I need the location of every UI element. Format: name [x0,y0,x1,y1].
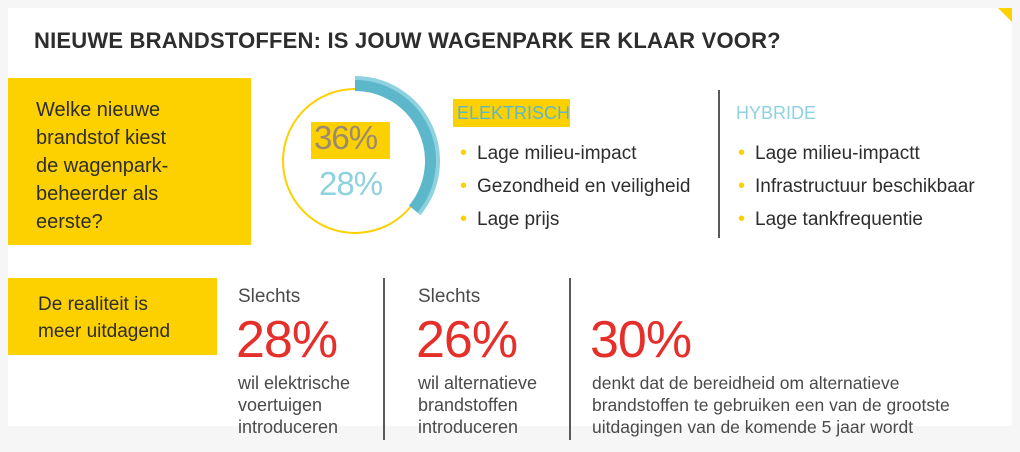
stat-prefix: Slechts [418,286,481,307]
stat-divider [569,278,571,440]
electric-heading-highlight [453,99,570,127]
stat-value: 28% [236,311,338,369]
question-line: eerste? [36,211,103,233]
stat-line: denkt dat de bereidheid om alternatieve [592,373,900,393]
electric-benefits-list: Lage milieu-impact Gezondheid en veiligh… [460,137,690,236]
hybrid-benefits-list: Lage milieu-impactt Infrastructuur besch… [738,137,975,236]
list-item: Lage milieu-impact [460,137,690,170]
stat-line: brandstoffen [418,395,518,415]
ring-electric-arc-highlight [354,76,440,216]
question-line: brandstof kiest [36,127,167,149]
stat-line: voertuigen [238,395,323,415]
stat-line: brandstoffen te gebruiken een van de gro… [592,395,950,415]
question-text: Welke nieuwe brandstof kiest de wagenpar… [36,96,236,236]
list-item: Infrastructuur beschikbaar [738,170,975,203]
reality-line: De realiteit is [38,294,148,315]
reality-text: De realiteit is meer uitdagend [38,291,208,345]
reality-line: meer uitdagend [38,321,171,342]
stat-description: wil alternatieve brandstoffen introducer… [418,372,537,438]
page-title: NIEUWE BRANDSTOFFEN: IS JOUW WAGENPARK E… [34,28,781,53]
fuel-preference-ring [282,76,440,234]
electric-pct-highlight [311,122,390,159]
stat-line: introduceren [238,417,339,437]
stat-prefix: Slechts [238,286,301,307]
corner-accent [998,8,1012,22]
electric-heading: ELEKTRISCH [457,103,571,123]
hybrid-heading: HYBRIDE [736,103,817,123]
list-item: Lage prijs [460,203,690,236]
stat-line: wil elektrische [238,373,351,393]
hybrid-percentage: 28% [319,165,383,202]
ring-electric-arc [354,77,439,215]
stat-line: uitdagingen van de komende 5 jaar wordt [592,417,914,437]
stat-divider [383,278,385,440]
stat-description: denkt dat de bereidheid om alternatieve … [592,372,950,438]
stat-line: wil alternatieve [418,373,538,393]
question-line: de wagenpark- [36,155,169,177]
reality-box: De realiteit is meer uitdagend [8,278,217,355]
list-item: Lage milieu-impactt [738,137,975,170]
stat-line: introduceren [418,417,519,437]
stat-value: 26% [416,311,518,369]
question-line: beheerder als [36,183,159,205]
column-divider [718,90,720,238]
question-line: Welke nieuwe [36,99,161,121]
list-item: Lage tankfrequentie [738,203,975,236]
stat-value: 30% [590,311,692,369]
list-item: Gezondheid en veiligheid [460,170,690,203]
question-box: Welke nieuwe brandstof kiest de wagenpar… [8,78,251,245]
electric-percentage: 36% [314,119,378,156]
stat-description: wil elektrische voertuigen introduceren [238,372,350,438]
